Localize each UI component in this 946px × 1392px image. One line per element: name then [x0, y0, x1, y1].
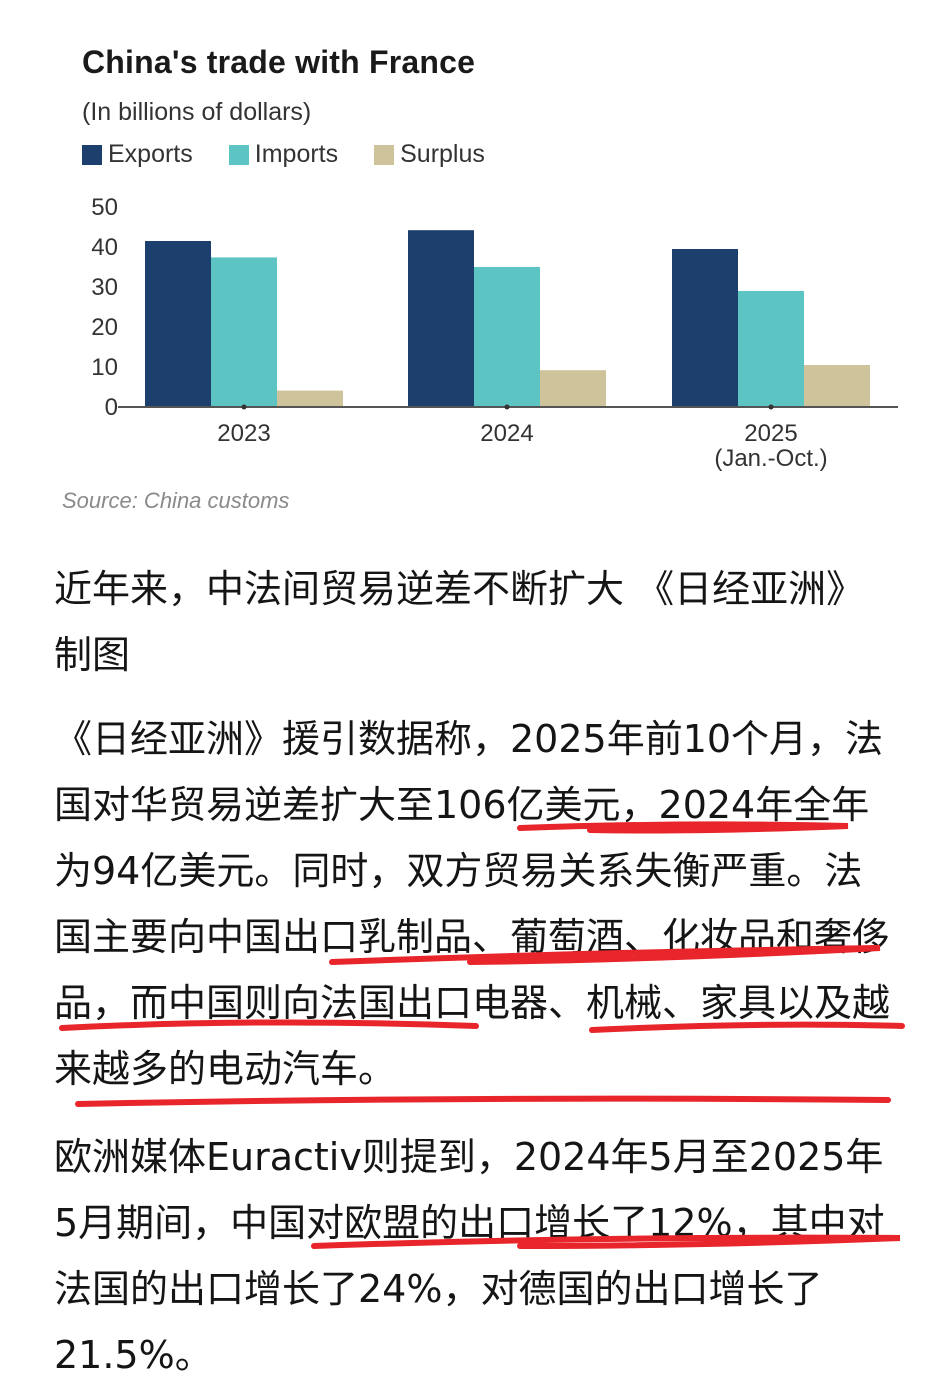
bar-imports-1 — [474, 267, 540, 407]
chart-legend: Exports Imports Surplus — [82, 140, 521, 169]
x-tick-mark — [241, 404, 247, 410]
y-tick-label: 50 — [91, 194, 118, 221]
chart-source: Source: China customs — [62, 488, 290, 513]
bar-exports-2 — [672, 249, 738, 407]
y-tick-label: 30 — [91, 274, 118, 301]
x-tick-label: (Jan.-Oct.) — [714, 445, 827, 472]
legend-item-imports: Imports — [228, 140, 339, 169]
chart-title: China's trade with France — [82, 44, 476, 80]
bar-exports-0 — [145, 241, 211, 407]
bar-imports-0 — [211, 257, 277, 407]
y-tick-label: 20 — [91, 314, 118, 341]
legend-swatch-surplus — [374, 144, 395, 165]
legend-swatch-imports — [228, 144, 249, 165]
bar-imports-2 — [738, 291, 804, 407]
x-tick-label: 2023 — [217, 420, 270, 447]
x-tick-label: 2025 — [744, 420, 797, 447]
legend-swatch-exports — [82, 144, 102, 165]
bar-surplus-1 — [540, 370, 606, 407]
legend-item-surplus: Surplus — [374, 140, 485, 169]
bar-exports-1 — [408, 230, 474, 407]
legend-item-exports: Exports — [82, 140, 193, 169]
bar-chart: 0 10 20 30 40 50 2023 2024 2025(Jan.-Oct.) — [91, 194, 898, 472]
legend-label-surplus: Surplus — [400, 140, 485, 168]
y-tick-label: 0 — [105, 394, 118, 421]
image-caption: 近年来，中法间贸易逆差不断扩大 《日经亚洲》制图 — [54, 567, 865, 677]
legend-label-exports: Exports — [108, 140, 193, 168]
article-paragraph-1: 《日经亚洲》援引数据称，2025年前10个月，法国对华贸易逆差扩大至106亿美元… — [54, 717, 891, 1091]
chart-subtitle: (In billions of dollars) — [82, 98, 312, 126]
x-tick-label: 2024 — [480, 420, 533, 447]
x-tick-mark — [504, 404, 510, 410]
y-tick-label: 10 — [91, 354, 118, 381]
legend-label-imports: Imports — [254, 140, 339, 168]
article-paragraph-2: 欧洲媒体Euractiv则提到，2024年5月至2025年5月期间，中国对欧盟的… — [54, 1135, 885, 1377]
y-tick-label: 40 — [91, 234, 118, 261]
bar-surplus-2 — [804, 365, 870, 407]
bar-surplus-0 — [277, 390, 343, 407]
x-tick-mark — [768, 404, 774, 410]
